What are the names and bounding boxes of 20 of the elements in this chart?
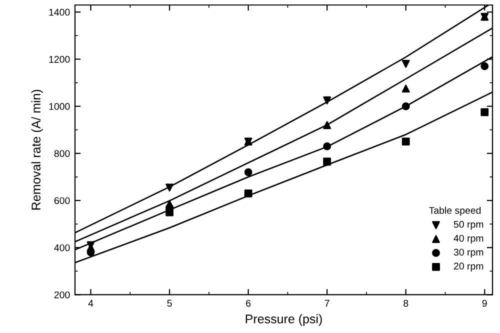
y-tick-label: 1000 [49,103,70,110]
x-tick-label: 5 [167,300,172,307]
legend-label: 30 rpm [454,248,484,258]
x-tick-label: 6 [246,300,251,307]
y-tick-label: 1200 [49,56,70,63]
y-tick-label: 1400 [49,8,70,16]
y-axis-title: Removal rate (A/ min) [31,90,43,210]
y-tick-label: 600 [54,197,70,204]
legend-title: Table speed [429,206,481,216]
legend-label: 20 rpm [454,262,484,272]
x-tick-label: 7 [324,300,330,307]
legend-label: 40 rpm [454,234,484,244]
x-tick-label: 9 [482,300,487,307]
x-tick-label: 8 [404,300,408,307]
y-tick-label: 400 [54,244,70,252]
legend-label: 50 rpm [454,220,484,230]
y-tick-label: 800 [54,150,70,157]
x-axis-title: Pressure (psi) [246,314,322,326]
y-tick-label: 200 [54,291,70,298]
x-tick-label: 4 [88,300,94,307]
